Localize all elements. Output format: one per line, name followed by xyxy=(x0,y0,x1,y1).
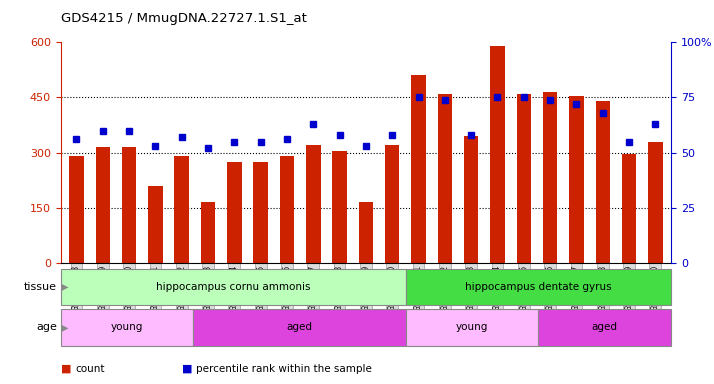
Bar xyxy=(569,96,583,263)
Text: young: young xyxy=(111,322,144,333)
Text: tissue: tissue xyxy=(24,282,57,292)
Bar xyxy=(253,162,268,263)
Text: hippocampus dentate gyrus: hippocampus dentate gyrus xyxy=(465,282,612,292)
Text: aged: aged xyxy=(286,322,313,333)
Text: young: young xyxy=(456,322,488,333)
Bar xyxy=(464,136,478,263)
Text: ■: ■ xyxy=(182,364,193,374)
Bar xyxy=(227,162,241,263)
Text: ▶: ▶ xyxy=(61,322,69,333)
Bar xyxy=(358,202,373,263)
Bar xyxy=(406,269,671,305)
Bar xyxy=(622,154,636,263)
Bar xyxy=(69,156,84,263)
Bar xyxy=(149,186,163,263)
Bar xyxy=(648,142,663,263)
Bar xyxy=(333,151,347,263)
Bar xyxy=(543,92,558,263)
Text: hippocampus cornu ammonis: hippocampus cornu ammonis xyxy=(156,282,311,292)
Bar xyxy=(174,156,189,263)
Bar xyxy=(516,94,531,263)
Bar xyxy=(61,309,193,346)
Bar xyxy=(385,145,399,263)
Text: aged: aged xyxy=(592,322,618,333)
Bar xyxy=(491,46,505,263)
Text: count: count xyxy=(75,364,104,374)
Bar xyxy=(193,309,406,346)
Bar xyxy=(96,147,110,263)
Bar xyxy=(595,101,610,263)
Bar xyxy=(538,309,671,346)
Text: age: age xyxy=(36,322,57,333)
Bar xyxy=(201,202,216,263)
Bar xyxy=(122,147,136,263)
Text: percentile rank within the sample: percentile rank within the sample xyxy=(196,364,372,374)
Text: GDS4215 / MmugDNA.22727.1.S1_at: GDS4215 / MmugDNA.22727.1.S1_at xyxy=(61,12,306,25)
Bar xyxy=(406,309,538,346)
Bar xyxy=(306,145,321,263)
Bar xyxy=(61,269,406,305)
Bar xyxy=(438,94,452,263)
Text: ■: ■ xyxy=(61,364,71,374)
Bar xyxy=(280,156,294,263)
Text: ▶: ▶ xyxy=(61,282,69,292)
Bar xyxy=(411,75,426,263)
